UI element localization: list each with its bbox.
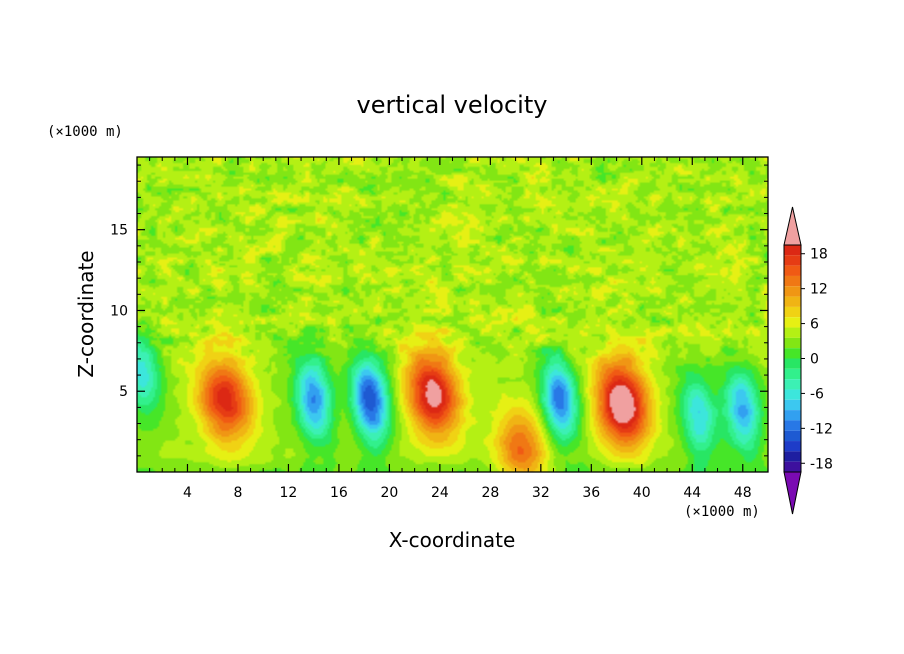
colorbar-tick-label: 18 (810, 247, 828, 263)
y-tick-label: 10 (110, 303, 128, 319)
colorbar-swatch (784, 441, 801, 452)
colorbar-swatch (784, 317, 801, 328)
y-axis-label: Z-coordinate (74, 250, 98, 377)
y-axis: 5 10 15 (110, 164, 768, 457)
colorbar-tick-label: -6 (810, 386, 824, 402)
colorbar-swatch (784, 430, 801, 442)
colorbar-swatch (784, 420, 801, 431)
x-tick-label: 16 (330, 485, 348, 501)
x-tick-label: 44 (683, 485, 701, 501)
colorbar-swatch (784, 348, 801, 359)
colorbar-swatch (784, 245, 801, 256)
y-tick-label: 15 (110, 223, 128, 239)
x-tick-label: 24 (431, 485, 449, 501)
chart-title: vertical velocity (357, 91, 548, 119)
x-tick-label: 40 (633, 485, 651, 501)
x-tick-label: 32 (532, 485, 550, 501)
x-tick-label: 48 (734, 485, 752, 501)
colorbar-swatch (784, 327, 801, 338)
colorbar-swatch (784, 410, 801, 421)
colorbar-tick-label: -18 (810, 456, 833, 472)
colorbar-swatch (784, 337, 801, 349)
colorbar-extend-min (783, 471, 802, 515)
x-axis: 4 8 12 16 20 24 28 32 36 40 44 48 (149, 157, 756, 501)
colorbar-extend-max (783, 206, 802, 246)
colorbar-swatch (784, 399, 801, 411)
colorbar-swatch (784, 461, 801, 472)
colorbar-swatch (784, 451, 801, 462)
x-tick-label: 8 (233, 485, 242, 501)
colorbar-swatch (784, 265, 801, 276)
colorbar-swatch (784, 306, 801, 318)
colorbar-tick-label: 0 (810, 352, 819, 368)
colorbar-swatch (784, 255, 801, 266)
colorbar-swatch (784, 368, 801, 380)
x-tick-label: 4 (183, 485, 192, 501)
colorbar-swatch (784, 358, 801, 369)
x-tick-label: 12 (280, 485, 298, 501)
colorbar-swatch (784, 389, 801, 400)
plot-area (136, 156, 769, 473)
y-tick-label: 5 (119, 384, 128, 400)
colorbar: 18 12 6 0 -6 -12 -18 (783, 206, 833, 515)
y-unit-label: (×1000 m) (47, 124, 123, 140)
x-tick-label: 28 (481, 485, 499, 501)
x-tick-label: 20 (380, 485, 398, 501)
colorbar-tick-label: 6 (810, 317, 819, 333)
velocity-field (137, 157, 768, 472)
colorbar-tick-label: -12 (810, 421, 833, 437)
x-axis-label: X-coordinate (389, 528, 516, 552)
colorbar-swatch (784, 296, 801, 307)
x-tick-label: 36 (582, 485, 600, 501)
colorbar-swatch (784, 286, 801, 297)
colorbar-swatch (784, 275, 801, 287)
colorbar-swatch (784, 379, 801, 390)
colorbar-tick-label: 12 (810, 282, 828, 298)
x-unit-label: (×1000 m) (684, 504, 760, 520)
